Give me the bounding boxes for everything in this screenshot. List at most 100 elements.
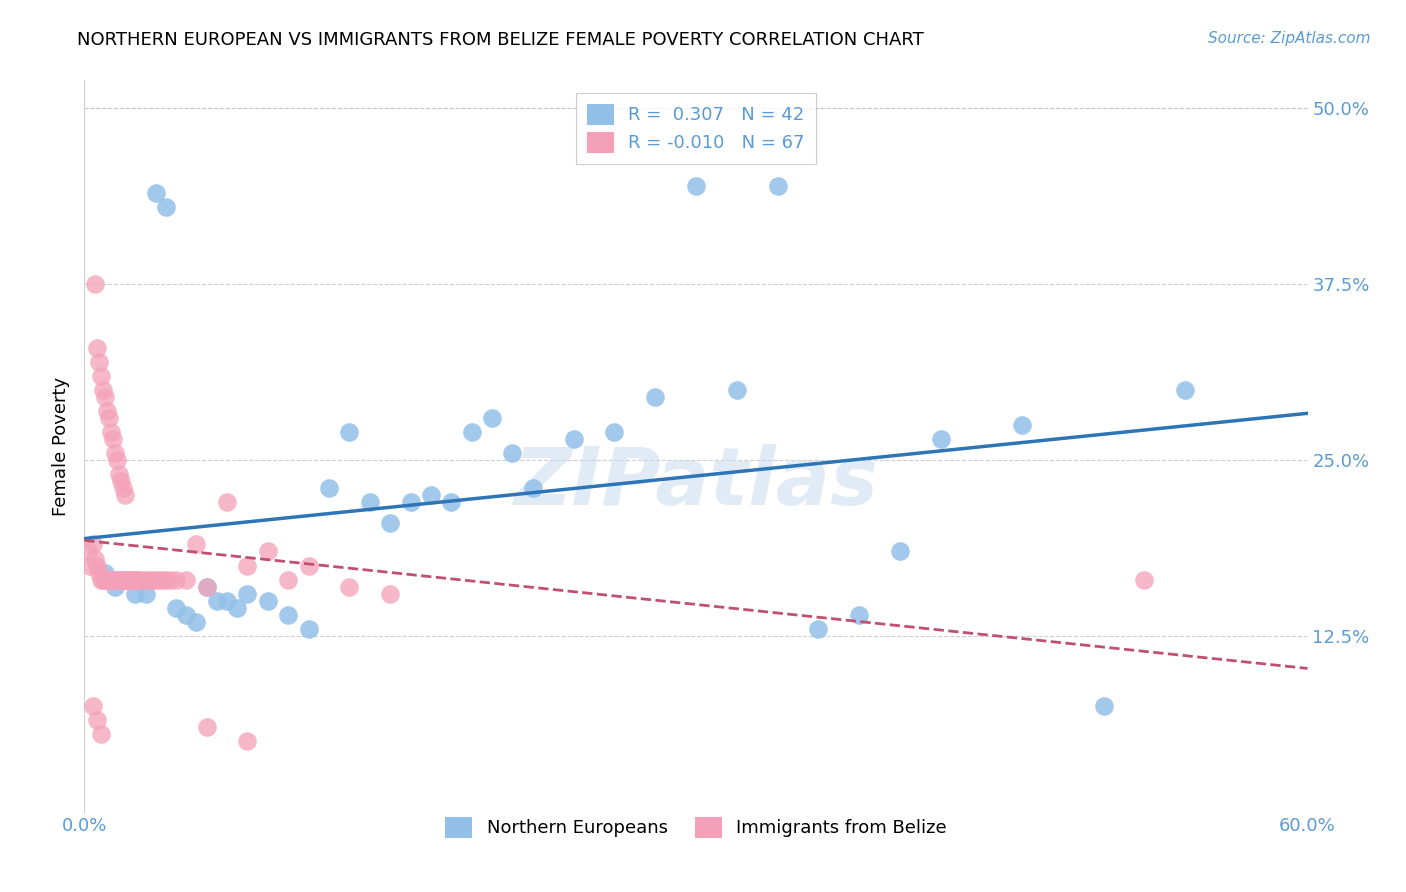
Point <box>131 573 153 587</box>
Point <box>118 573 141 587</box>
Point <box>186 615 208 629</box>
Point <box>105 573 128 587</box>
Point <box>195 580 218 594</box>
Point <box>101 432 124 446</box>
Point <box>277 573 299 587</box>
Point <box>562 432 585 446</box>
Point <box>165 600 187 615</box>
Point <box>236 558 259 573</box>
Point <box>91 383 114 397</box>
Point <box>440 495 463 509</box>
Point <box>93 573 115 587</box>
Legend: Northern Europeans, Immigrants from Belize: Northern Europeans, Immigrants from Beli… <box>436 807 956 847</box>
Text: ZIPatlas: ZIPatlas <box>513 443 879 522</box>
Point <box>603 425 626 439</box>
Point <box>79 558 101 573</box>
Point <box>87 354 110 368</box>
Point <box>100 573 122 587</box>
Point <box>150 573 173 587</box>
Point <box>83 277 105 292</box>
Point <box>97 573 120 587</box>
Point <box>298 558 321 573</box>
Point <box>145 186 167 200</box>
Point <box>138 573 160 587</box>
Point <box>725 383 748 397</box>
Point <box>122 573 145 587</box>
Point <box>101 573 124 587</box>
Point <box>104 580 127 594</box>
Point <box>104 573 127 587</box>
Point <box>77 544 100 558</box>
Point <box>91 573 114 587</box>
Point <box>86 714 108 728</box>
Point <box>159 573 181 587</box>
Point <box>86 558 108 573</box>
Point <box>298 622 321 636</box>
Point <box>685 178 707 193</box>
Point <box>236 587 259 601</box>
Point <box>359 495 381 509</box>
Point <box>1011 417 1033 432</box>
Point <box>165 573 187 587</box>
Point <box>217 495 239 509</box>
Point <box>174 573 197 587</box>
Point <box>1174 383 1197 397</box>
Point <box>1092 699 1115 714</box>
Point <box>146 573 169 587</box>
Point <box>889 544 911 558</box>
Point <box>87 566 110 580</box>
Point <box>277 607 299 622</box>
Point <box>110 474 132 488</box>
Point <box>97 410 120 425</box>
Point <box>155 573 177 587</box>
Point <box>399 495 422 509</box>
Point <box>195 580 218 594</box>
Point <box>380 587 402 601</box>
Point <box>124 573 146 587</box>
Point <box>155 200 177 214</box>
Point <box>848 607 870 622</box>
Point <box>257 544 280 558</box>
Point <box>128 573 150 587</box>
Point <box>205 593 228 607</box>
Point <box>90 727 112 741</box>
Point <box>83 551 105 566</box>
Point <box>86 341 108 355</box>
Point <box>82 699 104 714</box>
Point <box>226 600 249 615</box>
Point <box>96 573 118 587</box>
Point <box>112 481 135 495</box>
Point <box>105 453 128 467</box>
Point <box>93 566 115 580</box>
Point <box>96 404 118 418</box>
Point <box>644 390 666 404</box>
Point <box>929 432 952 446</box>
Point <box>481 410 503 425</box>
Point <box>135 573 157 587</box>
Text: Source: ZipAtlas.com: Source: ZipAtlas.com <box>1208 31 1371 46</box>
Point <box>380 516 402 531</box>
Point <box>318 481 340 495</box>
Point <box>186 537 208 551</box>
Point <box>257 593 280 607</box>
Point <box>112 573 135 587</box>
Point <box>339 425 361 439</box>
Point <box>90 573 112 587</box>
Point <box>108 573 131 587</box>
Point <box>766 178 789 193</box>
Point <box>522 481 544 495</box>
Y-axis label: Female Poverty: Female Poverty <box>52 376 70 516</box>
Point <box>114 573 136 587</box>
Point <box>502 446 524 460</box>
Point <box>127 573 149 587</box>
Point <box>807 622 830 636</box>
Point <box>114 573 136 587</box>
Point <box>93 390 115 404</box>
Point <box>461 425 484 439</box>
Point <box>115 573 138 587</box>
Point <box>1133 573 1156 587</box>
Point <box>114 488 136 502</box>
Point <box>120 573 142 587</box>
Point <box>82 537 104 551</box>
Point <box>124 587 146 601</box>
